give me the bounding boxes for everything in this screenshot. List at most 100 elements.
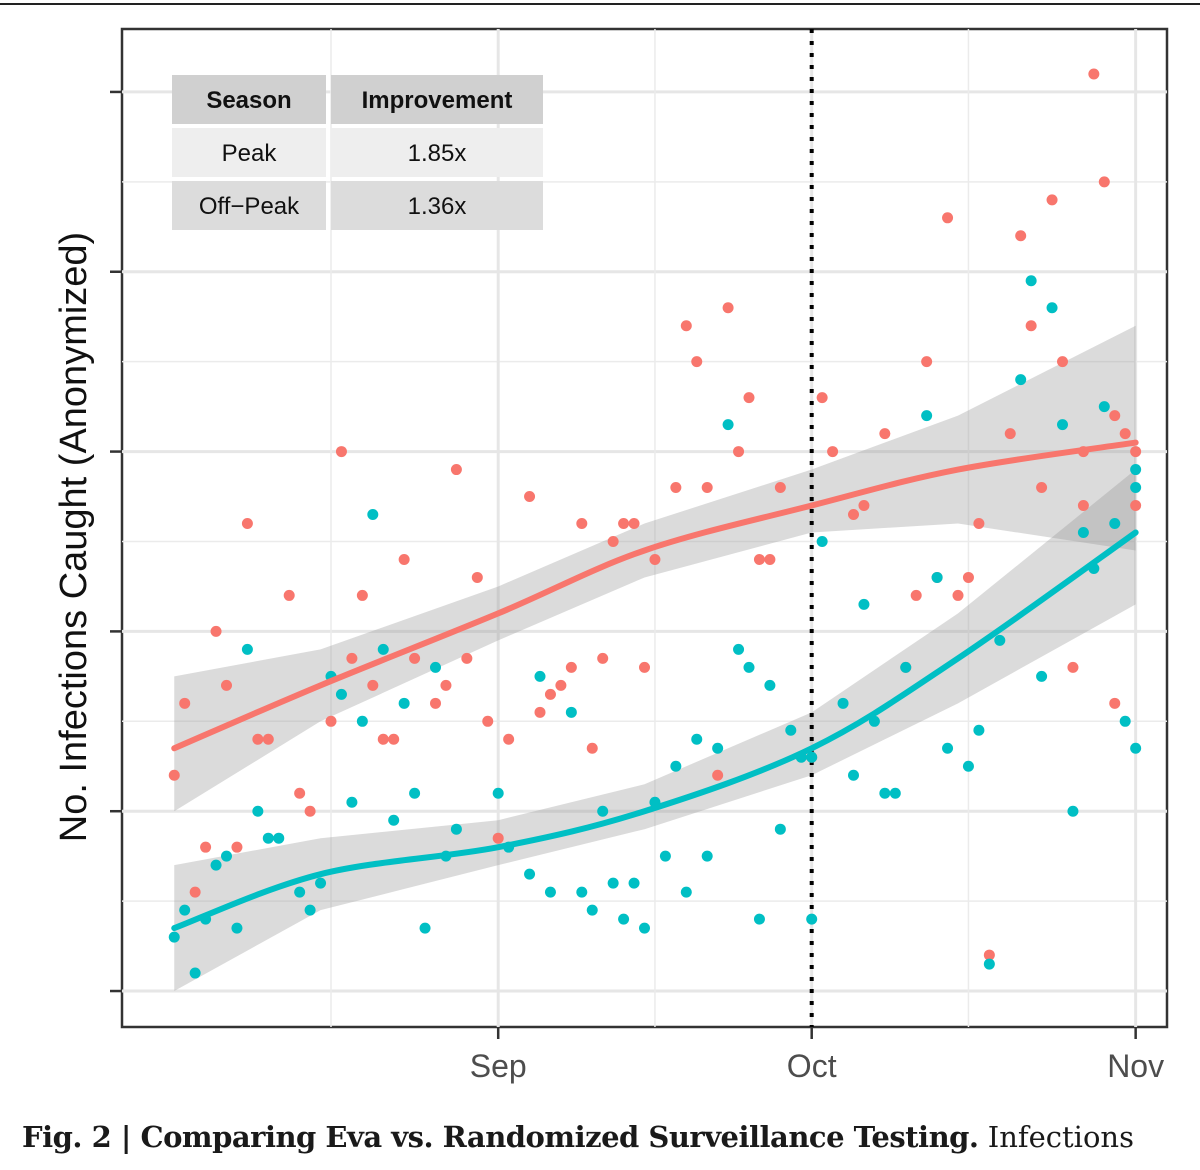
- data-point: [774, 823, 786, 835]
- table-header-cell: [172, 75, 326, 124]
- data-point: [367, 509, 379, 521]
- table-cell-text: 1.85x: [408, 140, 467, 167]
- data-point: [273, 832, 285, 844]
- data-point: [189, 886, 201, 898]
- data-point: [921, 410, 933, 422]
- data-point: [942, 742, 954, 754]
- data-point: [471, 571, 483, 583]
- data-point: [168, 931, 180, 943]
- data-point: [848, 769, 859, 781]
- data-point: [576, 518, 588, 530]
- smooth-fit-line: [171, 439, 1139, 752]
- data-point: [419, 922, 431, 934]
- data-point: [221, 850, 232, 862]
- data-point: [450, 464, 462, 476]
- data-point: [377, 733, 389, 745]
- data-point: [294, 886, 306, 898]
- data-point: [294, 787, 306, 799]
- data-point: [879, 428, 891, 440]
- data-point: [680, 320, 692, 332]
- confidence-band: [174, 325, 1136, 812]
- table-cell-text: Off−Peak: [199, 193, 300, 220]
- data-point: [628, 877, 640, 889]
- data-point: [848, 509, 859, 521]
- data-point: [565, 661, 577, 673]
- data-point: [565, 706, 577, 718]
- data-point: [931, 571, 943, 583]
- data-point: [1025, 275, 1037, 287]
- data-point: [733, 643, 745, 655]
- data-point: [910, 589, 922, 601]
- data-point: [1067, 661, 1079, 673]
- data-point: [753, 553, 765, 565]
- data-point: [942, 212, 954, 224]
- data-point: [283, 589, 295, 601]
- data-point: [879, 787, 891, 799]
- smooth-fit-line: [171, 529, 1139, 932]
- data-point: [315, 877, 327, 889]
- improvement-table: Season Improvement Peak 1.85x Off−Peak 1.36x: [172, 75, 543, 230]
- data-point: [691, 733, 703, 745]
- table-cell: [331, 181, 543, 230]
- data-point: [262, 832, 274, 844]
- data-point: [618, 518, 630, 530]
- data-point: [241, 643, 253, 655]
- data-point: [335, 446, 347, 458]
- data-point: [325, 715, 337, 727]
- data-point: [712, 769, 724, 781]
- data-point: [262, 733, 274, 745]
- data-point: [701, 850, 713, 862]
- data-point: [785, 724, 797, 736]
- data-point: [179, 904, 191, 916]
- data-point: [1098, 401, 1110, 413]
- data-point: [1057, 419, 1068, 431]
- data-point: [335, 688, 347, 700]
- data-point: [231, 922, 243, 934]
- data-point: [1004, 428, 1016, 440]
- table-header-cell: [331, 75, 543, 124]
- data-point: [482, 715, 494, 727]
- data-point: [168, 769, 180, 781]
- data-point: [544, 688, 556, 700]
- data-point: [837, 697, 849, 709]
- data-point: [1046, 302, 1058, 314]
- data-point: [231, 841, 243, 853]
- data-point: [179, 697, 191, 709]
- smooth-fit-lines: [171, 439, 1139, 932]
- data-point: [764, 679, 776, 691]
- data-point: [628, 518, 640, 530]
- data-point: [398, 697, 410, 709]
- caption-text: Infections: [987, 1120, 1134, 1154]
- data-point: [346, 796, 358, 808]
- data-point: [607, 535, 619, 547]
- table-cell-text: 1.36x: [408, 193, 467, 220]
- data-point: [1130, 464, 1142, 476]
- data-point: [597, 805, 609, 817]
- table-header-text: Season: [206, 87, 291, 114]
- data-point: [1119, 715, 1131, 727]
- data-point: [659, 850, 671, 862]
- data-point: [973, 518, 985, 530]
- data-point: [1109, 410, 1121, 422]
- data-point: [200, 841, 212, 853]
- data-point: [356, 715, 368, 727]
- data-point: [670, 482, 682, 494]
- data-point: [1015, 230, 1027, 242]
- data-point: [806, 913, 818, 925]
- data-point: [827, 446, 839, 458]
- data-point: [241, 518, 253, 530]
- data-point: [586, 742, 598, 754]
- y-axis-label: No. Infections Caught (Anonymized): [53, 232, 95, 842]
- top-rule: [0, 3, 1200, 5]
- data-point: [534, 706, 546, 718]
- data-point: [586, 904, 598, 916]
- data-point: [492, 832, 504, 844]
- data-point: [1130, 482, 1142, 494]
- data-point: [1130, 500, 1142, 512]
- data-point: [388, 814, 400, 826]
- data-point: [398, 553, 410, 565]
- data-point: [1046, 194, 1058, 206]
- data-point: [492, 787, 504, 799]
- data-point: [921, 356, 933, 368]
- caption-heading: Fig. 2 | Comparing Eva vs. Randomized Su…: [22, 1120, 979, 1154]
